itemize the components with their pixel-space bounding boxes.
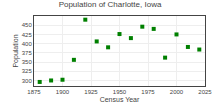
- svg-text:300: 300: [22, 78, 33, 84]
- svg-text:2025: 2025: [198, 89, 212, 95]
- svg-text:Population: Population: [12, 34, 20, 67]
- svg-text:1975: 1975: [141, 89, 155, 95]
- svg-text:1875: 1875: [27, 89, 41, 95]
- svg-text:1900: 1900: [56, 89, 70, 95]
- svg-text:Population of Charlotte, Iowa: Population of Charlotte, Iowa: [59, 0, 162, 9]
- svg-text:450: 450: [22, 22, 33, 28]
- svg-text:1925: 1925: [84, 89, 98, 95]
- svg-text:400: 400: [22, 41, 33, 47]
- svg-text:425: 425: [22, 32, 33, 38]
- svg-text:325: 325: [22, 68, 33, 74]
- svg-text:2000: 2000: [170, 89, 184, 95]
- svg-text:375: 375: [22, 50, 33, 56]
- svg-text:Census Year: Census Year: [100, 96, 140, 103]
- svg-text:1950: 1950: [113, 89, 127, 95]
- svg-text:350: 350: [22, 59, 33, 65]
